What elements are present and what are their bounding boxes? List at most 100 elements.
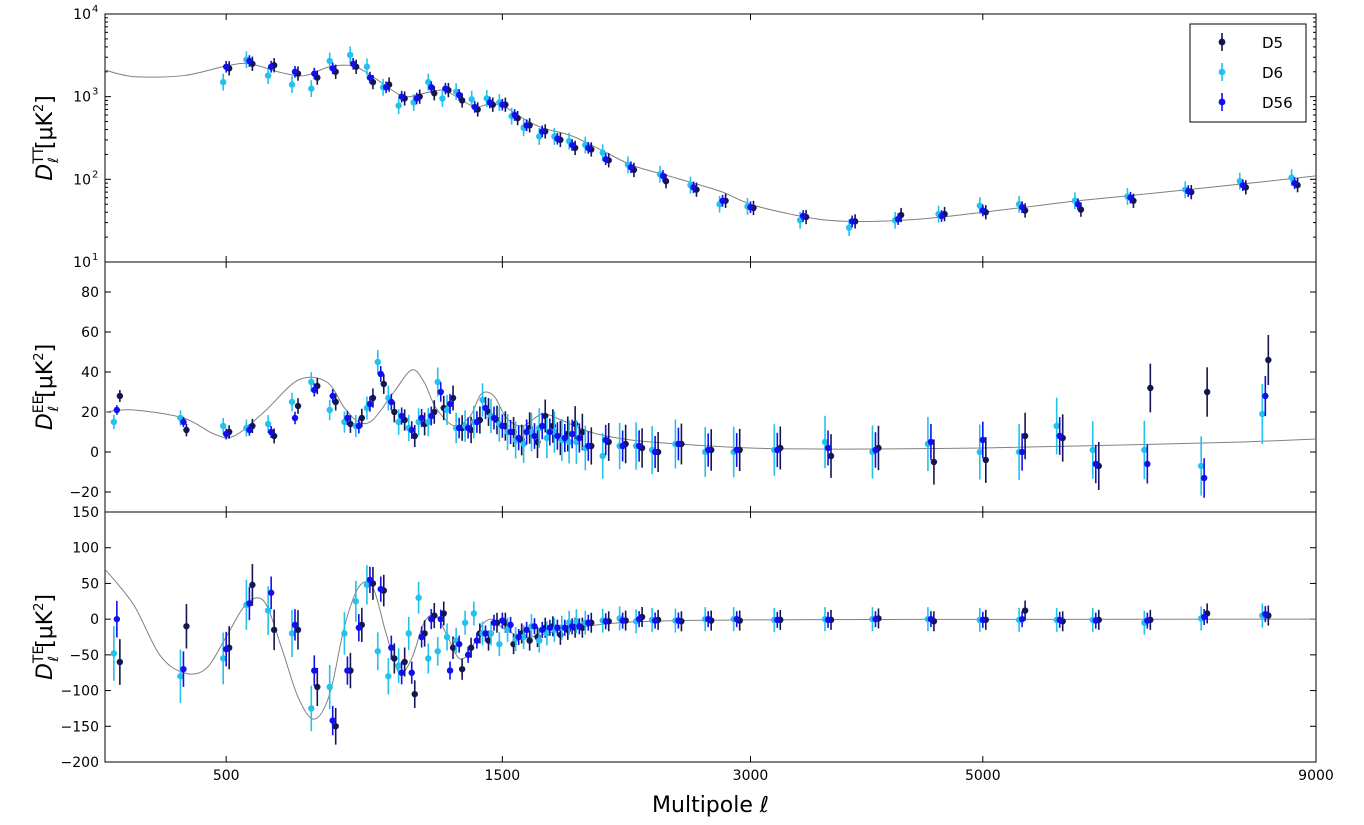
data-point [482,630,489,637]
data-point [496,640,503,648]
data-point [539,626,546,634]
x-tick-label: 5000 [965,768,1001,784]
data-point [110,650,118,657]
legend-marker [1218,98,1226,106]
data-point [346,51,354,59]
data-point [1200,613,1208,621]
data-point [979,436,987,444]
data-point [1056,432,1063,440]
data-point [455,424,463,432]
data-point [872,615,879,623]
data-point [585,442,592,450]
data-point [440,610,447,617]
data-point [568,430,576,438]
x-tick-label: 9000 [1298,768,1334,784]
y-tick-label: −20 [69,485,99,501]
data-point [821,438,829,446]
x-tick-label: 500 [213,768,240,784]
data-point [982,456,990,464]
data-point [308,85,315,92]
data-point [930,458,938,466]
data-point [332,723,339,730]
data-point [449,644,457,651]
data-point [1077,206,1085,213]
data-point [116,658,124,666]
data-point [565,438,573,446]
data-point [747,204,754,211]
data-point [326,683,333,691]
data-point [1288,174,1295,181]
data-point [568,623,576,630]
y-tick-label: 10 [73,255,91,271]
data-point [270,626,278,634]
data-point [487,630,495,637]
data-point [520,440,527,448]
data-point [418,414,425,422]
data-point [848,218,856,225]
data-point [511,111,518,119]
data-point [531,432,538,440]
data-point [264,420,272,428]
data-point [398,93,405,100]
data-point [504,626,511,634]
data-point [1144,617,1151,624]
data-point [619,617,626,624]
data-point [418,633,425,641]
data-point [369,78,377,86]
data-point [1092,460,1099,468]
series-d6 [110,565,1266,732]
data-point [408,669,415,676]
panel-plot-area [105,46,1316,237]
data-point [662,177,670,185]
data-point [219,655,227,662]
data-point [976,448,984,456]
series-d5 [225,56,1301,229]
data-point [542,412,549,420]
x-tick-label: 1500 [485,768,521,784]
data-point [468,96,475,103]
data-point [374,358,381,366]
data-point [428,84,435,91]
data-point [464,424,472,432]
data-point [377,370,384,378]
data-point [395,102,402,109]
data-point [576,623,583,630]
legend-marker [1218,38,1226,46]
y-tick-label: 100 [72,541,99,557]
data-point [183,623,190,630]
data-point [651,617,659,624]
data-point [554,135,561,142]
y-tick-label: 150 [72,505,99,521]
panel-plot-area [105,334,1316,498]
data-point [1200,474,1208,482]
legend-label-d56: D56 [1262,94,1293,112]
data-point [561,624,569,631]
data-point [294,626,302,634]
data-point [332,398,339,406]
data-point [267,428,275,436]
data-point [635,615,643,623]
data-point [675,617,682,624]
data-point [425,78,432,86]
panel-plot-area [105,563,1316,745]
y-tick-label-exponent: 1 [92,252,98,263]
data-point [311,70,318,77]
data-point [704,446,712,454]
data-point [113,615,121,623]
data-point [288,81,296,88]
data-point [294,402,302,410]
data-point [651,448,659,456]
data-point [355,624,363,631]
data-point [482,404,489,412]
data-point [1147,384,1154,392]
y-tick-label: 10 [73,7,91,23]
data-point [579,428,586,436]
data-point [113,406,121,414]
data-point [395,418,402,426]
data-point [1291,179,1298,187]
data-point [507,621,514,629]
data-point [408,426,415,434]
data-point [443,633,451,641]
y-tick-label: 0 [90,612,99,628]
data-point [326,57,333,65]
